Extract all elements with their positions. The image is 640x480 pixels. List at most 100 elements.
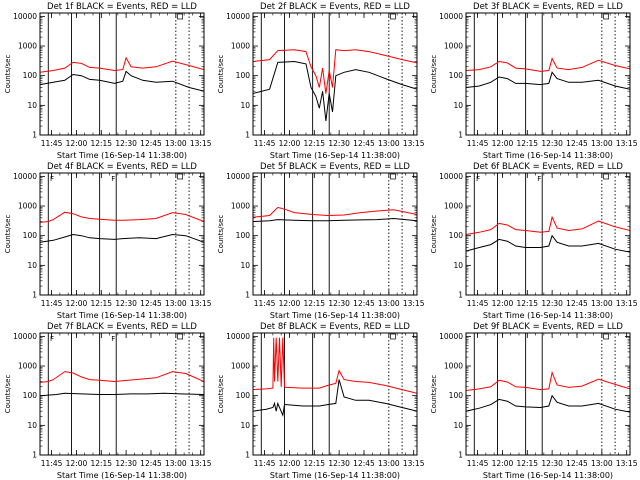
flag-label: F: [50, 335, 54, 343]
x-tick-label: 11:45: [467, 459, 489, 468]
panel-title: Det 4f BLACK = Events, RED = LLD: [47, 162, 197, 172]
x-tick-label: 12:30: [328, 139, 350, 148]
x-tick-label: 11:45: [254, 299, 276, 308]
y-tick-label: 100: [236, 71, 251, 80]
y-tick-label: 1000: [231, 362, 250, 371]
x-tick-label: 12:15: [516, 459, 538, 468]
panel-title: Det 3f BLACK = Events, RED = LLD: [473, 2, 623, 12]
y-tick-label: 1: [32, 291, 37, 300]
x-tick-label: 12:00: [492, 459, 514, 468]
y-tick-label: 100: [449, 231, 464, 240]
y-axis-label: Counts/sec: [4, 375, 12, 414]
x-axis-label: Start Time (16-Sep-14 11:38:00): [57, 471, 187, 480]
x-tick-label: 13:15: [190, 139, 212, 148]
y-tick-label: 100: [23, 71, 38, 80]
x-tick-label: 12:30: [115, 299, 137, 308]
x-tick-label: 12:30: [541, 139, 563, 148]
series-line-events: [466, 71, 630, 90]
series-line-lld: [40, 56, 204, 73]
y-tick-label: 1: [458, 131, 463, 140]
x-tick-label: 12:45: [140, 299, 162, 308]
flag-box: [603, 13, 609, 20]
x-tick-label: 11:45: [467, 139, 489, 148]
y-axis-label: Counts/sec: [4, 215, 12, 254]
plot-frame: [252, 332, 418, 456]
y-tick-label: 10: [27, 421, 37, 430]
x-tick-label: 12:15: [90, 459, 112, 468]
y-tick-label: 1000: [444, 202, 463, 211]
x-tick-label: 13:00: [378, 139, 400, 148]
flag-box: [603, 173, 609, 180]
x-tick-label: 13:00: [165, 139, 187, 148]
y-tick-label: 10: [240, 421, 250, 430]
x-axis-label: Start Time (16-Sep-14 11:38:00): [270, 151, 400, 160]
y-tick-label: 100: [23, 391, 38, 400]
panel-det-1f: Det 1f BLACK = Events, RED = LLD Counts/s…: [4, 2, 212, 160]
y-axis-label: Counts/sec: [217, 375, 225, 414]
x-tick-label: 12:45: [566, 459, 588, 468]
plot-frame: [39, 332, 205, 456]
panel-title: Det 6f BLACK = Events, RED = LLD: [473, 162, 623, 172]
y-tick-label: 100: [23, 231, 38, 240]
y-tick-label: 10000: [226, 12, 250, 21]
x-tick-label: 13:15: [190, 459, 212, 468]
y-tick-label: 10: [453, 101, 463, 110]
y-tick-label: 1000: [231, 42, 250, 51]
x-tick-label: 12:45: [566, 299, 588, 308]
panel-title: Det 1f BLACK = Events, RED = LLD: [47, 2, 197, 12]
series-line-events: [466, 394, 630, 413]
series-line-lld: [466, 215, 630, 235]
flag-label: F: [476, 175, 480, 183]
series-line-lld: [40, 211, 204, 223]
x-tick-label: 13:00: [591, 299, 613, 308]
y-tick-label: 1: [245, 131, 250, 140]
x-tick-label: 12:45: [140, 459, 162, 468]
y-tick-label: 1000: [444, 42, 463, 51]
series-line-events: [466, 234, 630, 253]
x-tick-label: 12:15: [516, 139, 538, 148]
y-tick-label: 1000: [18, 202, 37, 211]
plot-frame: [252, 172, 418, 296]
x-tick-label: 13:15: [616, 459, 638, 468]
x-tick-label: 11:45: [467, 299, 489, 308]
flag-box: [390, 13, 396, 20]
series-line-lld: [253, 49, 417, 94]
plot-frame: [465, 172, 631, 296]
x-tick-label: 12:30: [115, 139, 137, 148]
x-tick-label: 12:30: [328, 459, 350, 468]
y-tick-label: 10: [453, 261, 463, 270]
x-tick-label: 13:00: [591, 139, 613, 148]
panel-det-7f: Det 7f BLACK = Events, RED = LLD Counts/s…: [4, 322, 212, 480]
panel-det-5f: Det 5f BLACK = Events, RED = LLD Counts/s…: [217, 162, 425, 320]
x-tick-label: 13:00: [378, 459, 400, 468]
x-tick-label: 11:45: [254, 139, 276, 148]
flag-label: F: [111, 335, 115, 343]
y-tick-label: 1: [32, 131, 37, 140]
x-tick-label: 13:15: [616, 299, 638, 308]
y-tick-label: 10000: [13, 332, 37, 341]
y-tick-label: 10: [453, 421, 463, 430]
y-tick-label: 10: [240, 261, 250, 270]
x-tick-label: 11:45: [41, 139, 63, 148]
x-tick-label: 12:00: [492, 299, 514, 308]
panel-title: Det 7f BLACK = Events, RED = LLD: [47, 322, 197, 332]
x-tick-label: 12:00: [492, 139, 514, 148]
y-tick-label: 10000: [226, 172, 250, 181]
x-tick-label: 12:30: [541, 299, 563, 308]
y-tick-label: 10000: [226, 332, 250, 341]
x-tick-label: 12:00: [279, 459, 301, 468]
panel-title: Det 9f BLACK = Events, RED = LLD: [473, 322, 623, 332]
plot-frame: [465, 12, 631, 136]
y-axis-label: Counts/sec: [4, 55, 12, 94]
x-tick-label: 11:45: [41, 459, 63, 468]
plot-frame: [39, 172, 205, 296]
x-tick-label: 13:00: [378, 299, 400, 308]
panel-det-8f: Det 8f BLACK = Events, RED = LLD Counts/s…: [217, 322, 425, 480]
y-tick-label: 10: [27, 101, 37, 110]
flag-box: [177, 173, 183, 180]
panel-title: Det 2f BLACK = Events, RED = LLD: [260, 2, 410, 12]
x-tick-label: 12:00: [66, 139, 88, 148]
y-axis-label: Counts/sec: [217, 215, 225, 254]
y-tick-label: 100: [449, 391, 464, 400]
